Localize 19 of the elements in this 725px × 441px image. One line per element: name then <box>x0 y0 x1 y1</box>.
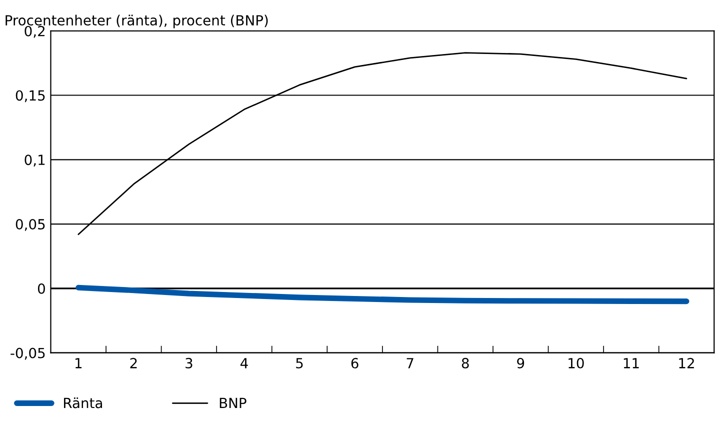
y-tick-label: -0,05 <box>10 348 45 360</box>
x-tick-label: 7 <box>406 358 414 368</box>
x-tick-label: 12 <box>679 358 694 368</box>
x-tick-label: 3 <box>186 358 192 368</box>
x-tick-label: 9 <box>517 358 524 368</box>
y-tick-label: 0,1 <box>24 154 45 167</box>
x-tick-label: 6 <box>351 358 358 368</box>
x-tick-label: 1 <box>76 358 82 368</box>
x-tick-label: 10 <box>568 358 584 368</box>
x-tick-label: 2 <box>130 358 137 368</box>
y-tick-label: 0,05 <box>16 218 45 231</box>
legend-label: Ränta <box>64 398 102 408</box>
y-tick-label: 0,15 <box>16 90 45 102</box>
x-tick-label: 11 <box>624 358 639 368</box>
x-tick-label: 4 <box>240 358 248 368</box>
x-tick-label: 5 <box>296 358 303 368</box>
x-tick-label: 8 <box>462 358 469 368</box>
y-tick-label: 0 <box>38 283 45 294</box>
legend-label: BNP <box>220 398 246 408</box>
